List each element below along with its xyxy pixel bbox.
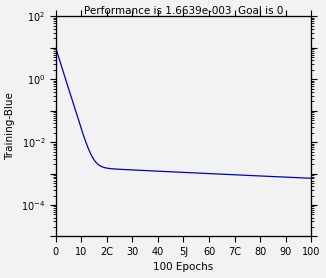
X-axis label: 100 Epochs: 100 Epochs	[153, 262, 214, 272]
Y-axis label: Training-Blue: Training-Blue	[6, 93, 16, 160]
Title: Performance is 1.6639e-003  Goal is 0: Performance is 1.6639e-003 Goal is 0	[84, 6, 283, 16]
